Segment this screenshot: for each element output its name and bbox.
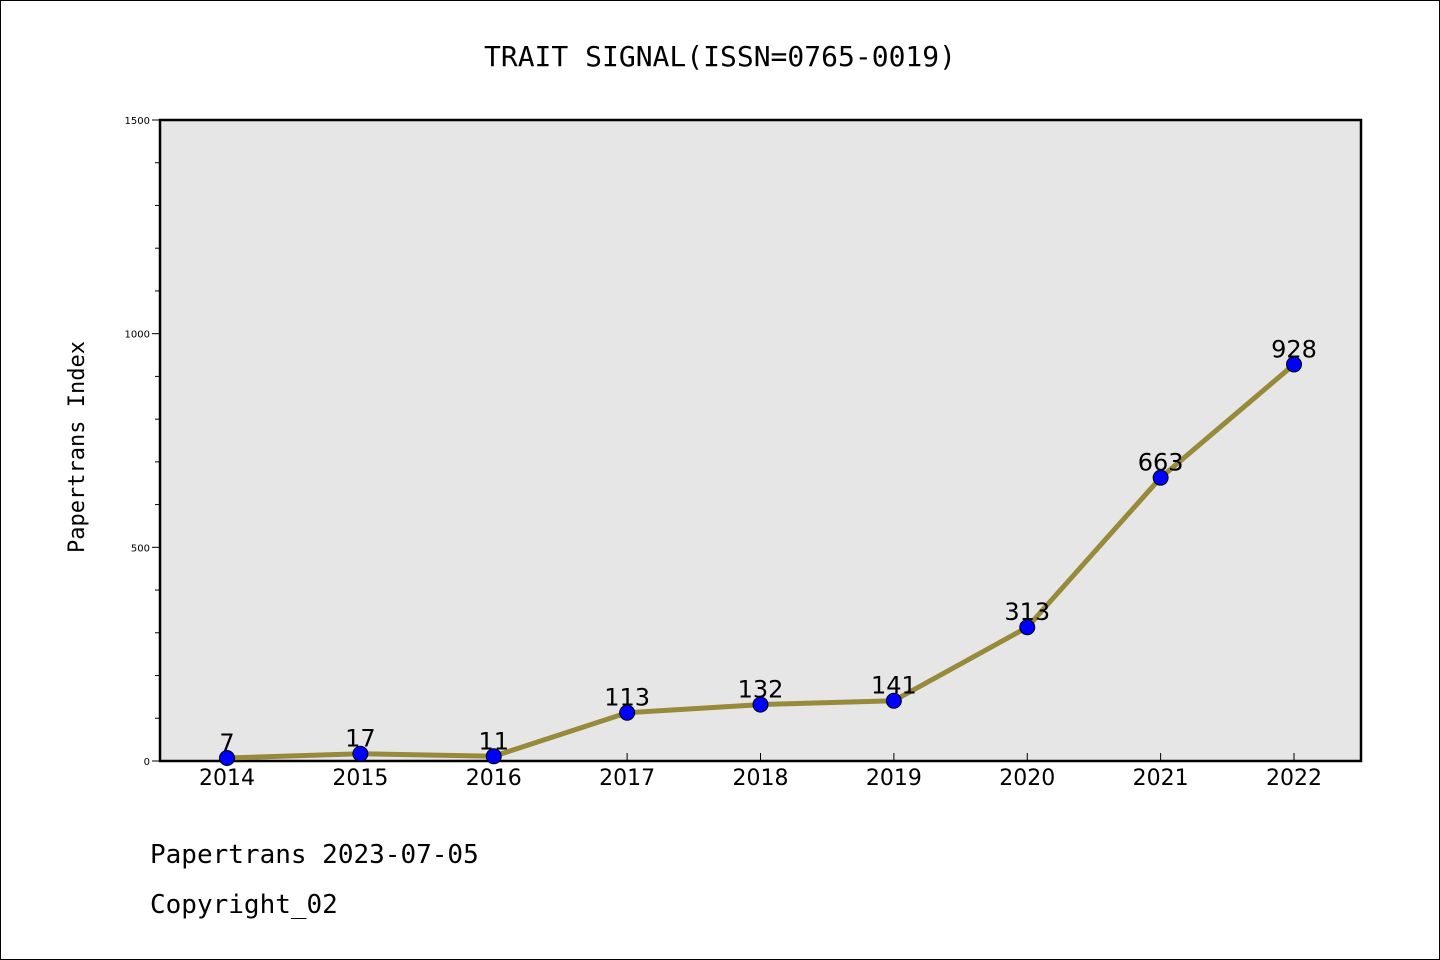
x-tick-label: 2018 xyxy=(733,766,789,791)
x-tick-label: 2017 xyxy=(599,766,655,791)
x-tick-label: 2020 xyxy=(999,766,1055,791)
y-axis-label: Papertrans Index xyxy=(65,341,90,553)
x-axis: 2014 2015 2016 2017 2018 2019 2020 2021 2022 xyxy=(199,753,1322,791)
data-point xyxy=(1019,619,1036,636)
data-label: 7 xyxy=(219,729,234,757)
footer-date: Papertrans 2023-07-05 xyxy=(150,840,479,870)
x-tick-label: 2022 xyxy=(1266,766,1322,791)
data-point xyxy=(619,704,636,721)
y-tick-label: 0 xyxy=(144,757,150,768)
x-tick-label: 2021 xyxy=(1133,766,1189,791)
data-label: 132 xyxy=(738,676,784,704)
data-point xyxy=(485,748,502,765)
data-point xyxy=(219,750,235,767)
data-label: 11 xyxy=(478,727,509,755)
data-label: 17 xyxy=(345,725,376,753)
data-point xyxy=(352,745,369,762)
data-label: 141 xyxy=(871,672,917,700)
x-tick-label: 2014 xyxy=(199,766,255,791)
chart-title: TRAIT SIGNAL(ISSN=0765-0019) xyxy=(484,40,956,73)
data-point xyxy=(1286,356,1302,373)
data-point xyxy=(885,692,902,709)
series-layer: 7 17 11 113 132 141 313 663 928 xyxy=(219,335,1317,767)
data-label: 313 xyxy=(1004,598,1050,626)
data-label: 663 xyxy=(1138,449,1184,477)
data-point xyxy=(752,696,769,713)
x-tick-label: 2015 xyxy=(332,766,388,791)
y-tick-label: 1500 xyxy=(125,116,150,127)
data-point xyxy=(1152,469,1169,486)
footer-copyright: Copyright_02 xyxy=(150,890,338,920)
x-tick-label: 2019 xyxy=(866,766,922,791)
data-label: 928 xyxy=(1271,335,1317,363)
x-tick-label: 2016 xyxy=(466,766,522,791)
plot-area xyxy=(158,118,1363,763)
y-tick-label: 1000 xyxy=(125,330,150,341)
y-tick-label: 500 xyxy=(131,543,150,554)
data-label: 113 xyxy=(604,684,650,712)
y-axis: 0 500 1000 1500 xyxy=(125,116,160,768)
